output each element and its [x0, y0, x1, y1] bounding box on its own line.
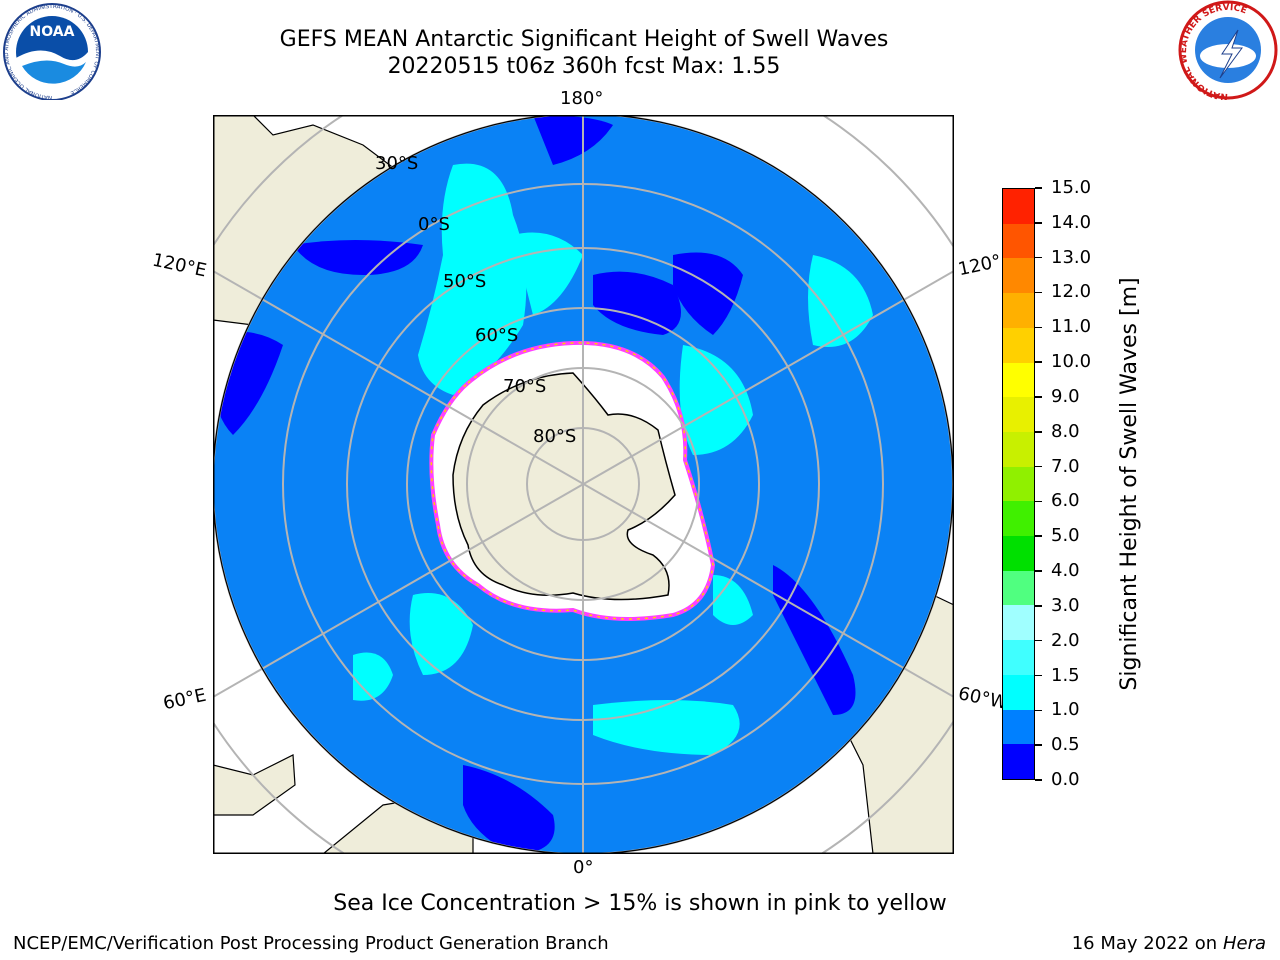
lon-label-0: 0° — [573, 857, 594, 878]
colorbar-tick — [1035, 465, 1042, 468]
colorbar-tick — [1035, 744, 1042, 746]
colorbar-tick-label: 10.0 — [1051, 351, 1092, 373]
colorbar-tick-label: 0.5 — [1051, 734, 1080, 756]
colorbar-tick — [1035, 431, 1042, 433]
colorbar-tick-label: 8.0 — [1051, 420, 1080, 442]
colorbar-tick — [1035, 639, 1042, 642]
lon-label-120e: 120°E — [150, 249, 209, 282]
swell-1.0-1.5-areas — [353, 163, 873, 755]
lat-label-80s: 80°S — [533, 426, 576, 447]
footer-credit: NCEP/EMC/Verification Post Processing Pr… — [13, 933, 609, 954]
colorbar-tick-label: 2.0 — [1051, 629, 1080, 651]
lat-label-50s: 50°S — [443, 271, 486, 292]
footer-host: Hera — [1222, 933, 1266, 954]
colorbar-tick — [1035, 535, 1042, 537]
colorbar-label: Significant Height of Swell Waves [m] — [1117, 277, 1142, 691]
chart-title: GEFS MEAN Antarctic Significant Height o… — [279, 27, 889, 52]
colorbar-tick-label: 1.5 — [1051, 664, 1080, 686]
colorbar-tick-label: 5.0 — [1051, 525, 1080, 547]
map-border — [213, 115, 954, 854]
noaa-logo: NOAA NATIONAL OCEANIC AND ATMOSPHERIC AD… — [3, 3, 101, 100]
colorbar-segment — [1003, 189, 1034, 224]
colorbar-segment — [1003, 466, 1034, 502]
colorbar-tick — [1035, 500, 1042, 503]
lat-label-60s: 60°S — [475, 325, 518, 346]
colorbar-segment — [1003, 223, 1034, 259]
colorbar-segment — [1003, 293, 1034, 328]
colorbar — [1002, 188, 1035, 780]
colorbar-tick-label: 11.0 — [1051, 316, 1092, 338]
colorbar-tick-label: 15.0 — [1051, 177, 1092, 198]
colorbar-tick — [1035, 256, 1042, 259]
colorbar-segment — [1003, 640, 1034, 675]
chart-subtitle: 20220515 t06z 360h fcst Max: 1.55 — [387, 54, 781, 79]
colorbar-segment — [1003, 327, 1034, 363]
svg-text:NOAA: NOAA — [30, 24, 75, 40]
colorbar-segment — [1003, 605, 1034, 641]
colorbar-tick-label: 1.0 — [1051, 699, 1080, 721]
lon-label-60e: 60°E — [161, 684, 208, 715]
colorbar-segment — [1003, 431, 1034, 467]
colorbar-tick — [1035, 779, 1042, 781]
colorbar-tick — [1035, 222, 1042, 224]
colorbar-tick-label: 14.0 — [1051, 211, 1092, 233]
footer-date: 16 May 2022 on Hera — [1072, 933, 1266, 954]
antarctica-land — [452, 372, 676, 601]
colorbar-segment — [1003, 674, 1034, 710]
colorbar-segment — [1003, 709, 1034, 745]
colorbar-tick — [1035, 396, 1042, 398]
sea-ice-note: Sea Ice Concentration > 15% is shown in … — [333, 891, 947, 916]
nws-logo: NATIONAL WEATHER SERVICE — [1178, 0, 1278, 100]
colorbar-tick-label: 3.0 — [1051, 594, 1080, 616]
colorbar-segment — [1003, 258, 1034, 294]
colorbar-tick — [1035, 291, 1042, 294]
lat-label-40s: 0°S — [418, 214, 450, 235]
colorbar-segment — [1003, 744, 1034, 779]
colorbar-tick — [1035, 570, 1042, 572]
lon-label-120w: 120° — [956, 250, 1004, 281]
colorbar-tick-label: 13.0 — [1051, 246, 1092, 268]
colorbar-tick-label: 0.0 — [1051, 769, 1080, 790]
polar-map: 30°S 0°S 50°S 60°S 70°S 80°S — [213, 115, 954, 854]
colorbar-tick — [1035, 674, 1042, 677]
lon-label-180: 180° — [560, 88, 604, 109]
colorbar-segment — [1003, 397, 1034, 432]
colorbar-tick — [1035, 605, 1042, 607]
lat-label-30s: 30°S — [375, 153, 418, 174]
colorbar-tick-label: 6.0 — [1051, 490, 1080, 512]
colorbar-tick-label: 7.0 — [1051, 455, 1080, 477]
colorbar-tick — [1035, 709, 1042, 712]
colorbar-segment — [1003, 362, 1034, 398]
colorbar-segment — [1003, 536, 1034, 571]
colorbar-segment — [1003, 570, 1034, 606]
colorbar-tick-label: 4.0 — [1051, 560, 1080, 582]
colorbar-tick — [1035, 361, 1042, 363]
colorbar-tick — [1035, 326, 1042, 329]
footer-date-text: 16 May 2022 on — [1071, 933, 1218, 954]
colorbar-tick-label: 12.0 — [1051, 281, 1092, 303]
colorbar-tick — [1035, 187, 1042, 189]
colorbar-segment — [1003, 501, 1034, 537]
colorbar-tick-label: 9.0 — [1051, 385, 1080, 407]
lat-label-70s: 70°S — [503, 376, 546, 397]
